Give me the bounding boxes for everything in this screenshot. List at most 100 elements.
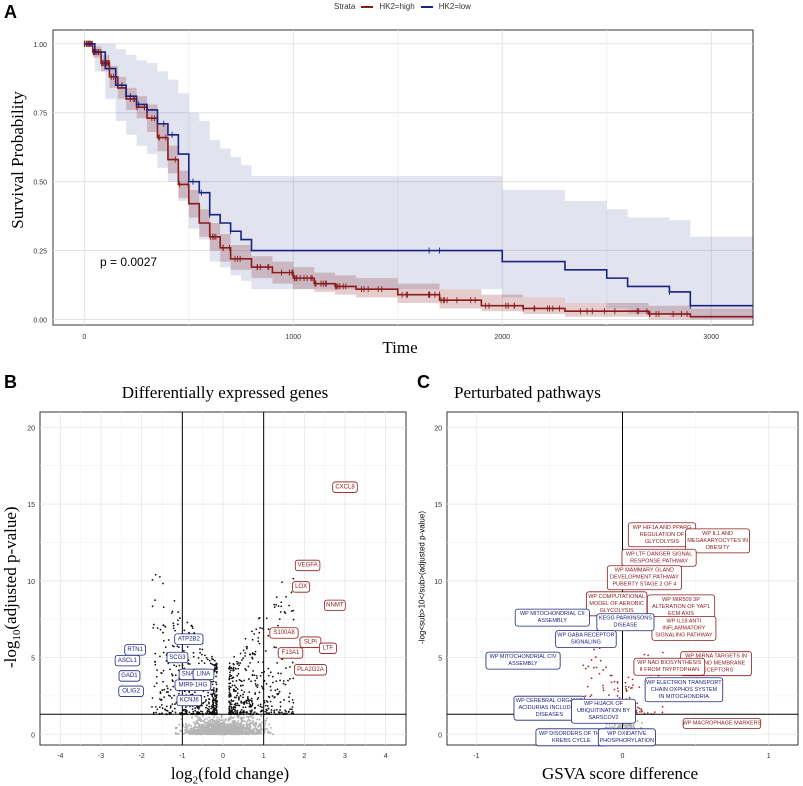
b-point-sig [259, 703, 262, 706]
c-point-sig [587, 665, 590, 668]
b-point-sig [236, 692, 239, 695]
c-label-text: SIGNALING [571, 640, 601, 646]
b-point-sig [229, 669, 232, 672]
c-point-sig [589, 695, 592, 698]
b-point-sig [164, 625, 167, 628]
b-point-ns [219, 728, 222, 731]
c-point-sig [594, 656, 597, 658]
b-point-sig [248, 678, 250, 680]
b-point-ns [198, 730, 201, 733]
b-point-sig [178, 692, 180, 695]
b-point-sig [233, 703, 236, 706]
b-point-ns [203, 728, 206, 731]
b-point-ns [251, 729, 254, 732]
b-point-sig [292, 701, 295, 704]
b-point-sig [175, 665, 178, 668]
b-point-ns [216, 732, 219, 735]
b-point-sig [254, 650, 257, 653]
b-point-sig [198, 706, 201, 708]
b-point-ns [240, 720, 243, 723]
b-point-ns [201, 724, 204, 727]
b-point-ns [194, 722, 197, 725]
b-point-sig [247, 665, 250, 668]
c-label-text: WP IL1 AND [702, 531, 733, 537]
b-point-ns [230, 731, 233, 734]
b-point-ns [224, 719, 227, 722]
c-label-text: DISEASE [614, 623, 638, 629]
b-point-ns [189, 727, 192, 730]
c-point-sig [590, 659, 593, 661]
c-point-sig [586, 685, 589, 688]
b-point-ns [220, 716, 223, 719]
c-point-sig [628, 696, 631, 699]
c-point-ns [640, 722, 643, 725]
b-point-sig [153, 685, 156, 688]
c-label-text: ACIDURIAS INCLUDING [519, 705, 581, 711]
c-point-ns [625, 723, 628, 726]
c-point-sig [624, 685, 627, 688]
b-point-ns [195, 733, 198, 736]
c-point-sig [640, 708, 643, 710]
c-point-sig [593, 666, 595, 669]
b-point-sig [267, 674, 270, 677]
b-point-sig [230, 705, 233, 708]
b-point-ns [220, 732, 223, 735]
b-point-sig [256, 677, 258, 680]
c-label-text: WP COMPUTATIONAL [588, 594, 645, 600]
c-label-text: GLYCOLYSIS [645, 539, 679, 545]
c-label-text: WP OXIDATIVE [607, 731, 647, 737]
b-point-ns [269, 731, 272, 734]
b-point-ns [202, 733, 205, 736]
c-point-sig [646, 712, 649, 714]
c-label-text: WP NAD BIOSYNTHESIS [637, 660, 701, 666]
b-point-sig [239, 662, 242, 664]
b-point-sig [240, 659, 243, 661]
b-point-sig [277, 672, 280, 675]
b-point-sig [172, 622, 175, 625]
b-point-sig [151, 579, 154, 581]
b-point-ns [252, 716, 255, 719]
b-point-ns [213, 723, 216, 726]
c-label-text: RESPONSE PATHWAY [630, 558, 688, 564]
b-point-ns [260, 714, 263, 717]
b-point-ns [237, 728, 240, 731]
c-point-sig [598, 672, 601, 675]
b-point-ns [231, 733, 234, 736]
c-x-tick: 1 [767, 753, 771, 760]
km-grid [53, 30, 753, 325]
b-point-sig [236, 694, 238, 697]
c-point-ns [613, 724, 616, 727]
b-point-ns [224, 727, 227, 730]
b-point-sig [235, 696, 237, 699]
b-point-sig [177, 611, 180, 614]
b-point-ns [209, 720, 212, 723]
b-point-sig [193, 632, 196, 634]
b-point-sig [281, 581, 283, 584]
b-point-ns [211, 718, 214, 721]
b-point-ns [221, 730, 224, 733]
c-point-sig [602, 669, 605, 671]
c-point-sig [632, 684, 634, 687]
b-point-sig [269, 700, 272, 703]
b-point-sig [265, 708, 268, 711]
b-point-sig [281, 658, 284, 661]
c-label-text: KREBS CYCLE [552, 738, 591, 744]
b-point-ns [190, 727, 193, 730]
b-point-ns [203, 718, 206, 721]
b-point-ns [224, 724, 227, 727]
km-y-tick: 0.25 [33, 249, 47, 256]
b-point-sig [292, 712, 295, 715]
b-point-ns [255, 722, 258, 725]
b-point-sig [288, 696, 290, 699]
b-point-ns [254, 725, 257, 728]
b-point-ns [200, 730, 203, 733]
c-point-ns [605, 726, 608, 729]
b-point-sig [192, 655, 195, 658]
b-point-ns [252, 733, 255, 736]
b-point-sig [249, 710, 252, 712]
b-point-sig [233, 655, 236, 658]
b-point-ns [246, 727, 249, 730]
km-chart: 0.00 0.25 0.50 0.75 1.00 0 1000 2000 3000 p = 0.… [33, 29, 754, 341]
